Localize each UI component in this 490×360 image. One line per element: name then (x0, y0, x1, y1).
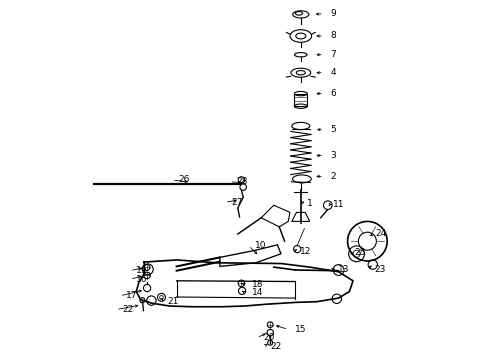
Text: 26: 26 (178, 175, 190, 184)
Text: 6: 6 (330, 89, 336, 98)
Text: 27: 27 (231, 198, 243, 207)
Text: 7: 7 (330, 50, 336, 59)
Text: 23: 23 (374, 265, 385, 274)
Text: 10: 10 (255, 241, 267, 250)
Text: 22: 22 (270, 342, 281, 351)
Text: 15: 15 (294, 325, 306, 334)
Text: 2: 2 (330, 172, 336, 181)
Text: 4: 4 (330, 68, 336, 77)
Text: 28: 28 (236, 177, 247, 186)
Text: 21: 21 (168, 297, 179, 306)
Text: 17: 17 (126, 292, 138, 300)
Text: 3: 3 (330, 151, 336, 160)
Text: 12: 12 (300, 248, 311, 256)
Text: 22: 22 (122, 305, 134, 314)
Text: 11: 11 (333, 200, 344, 209)
Text: 19: 19 (136, 266, 148, 275)
Text: 1: 1 (307, 199, 313, 208)
Text: 14: 14 (251, 288, 263, 297)
Text: 20: 20 (263, 333, 274, 342)
Text: 9: 9 (330, 9, 336, 18)
Bar (294, 94, 307, 106)
Text: 8: 8 (330, 31, 336, 40)
Text: 13: 13 (338, 265, 349, 274)
Text: 18: 18 (251, 280, 263, 289)
Text: 5: 5 (330, 125, 336, 134)
Text: 16: 16 (136, 275, 148, 284)
Text: 24: 24 (375, 229, 387, 238)
Text: 25: 25 (355, 248, 366, 257)
